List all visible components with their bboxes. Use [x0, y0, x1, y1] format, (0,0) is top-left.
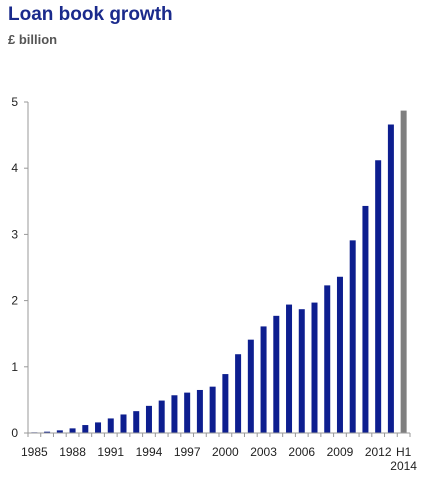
bar-1992	[120, 414, 127, 433]
y-tick-label: 5	[11, 95, 18, 109]
y-tick-label: 2	[11, 294, 18, 308]
bar-1987	[56, 430, 63, 433]
bar-2010	[349, 240, 356, 433]
bar-1994	[145, 405, 152, 433]
bar-2005	[286, 304, 293, 433]
bar-1998	[196, 389, 203, 433]
y-tick-label: 1	[11, 360, 18, 374]
bar-2012	[375, 160, 382, 434]
x-tick-label: 1997	[174, 445, 201, 459]
bar-1989	[82, 425, 89, 433]
bar-2007	[311, 302, 318, 433]
x-tick-label: 2000	[212, 445, 239, 459]
bar-2006	[298, 309, 305, 433]
bar-2002	[247, 339, 254, 433]
bar-1990	[95, 422, 102, 433]
x-tick-label: H1	[396, 445, 412, 459]
chart-title: Loan book growth	[8, 4, 173, 25]
bar-2011	[362, 205, 369, 433]
x-tick-label: 2003	[250, 445, 277, 459]
y-tick-label: 0	[11, 426, 18, 440]
bar-1996	[171, 395, 178, 433]
bar-2001	[235, 354, 242, 433]
x-axis: 1985 1988 1991 1994 1997 2000 2003 2006 2009 2012…	[21, 432, 417, 473]
x-tick-label: 1988	[59, 445, 86, 459]
bars	[31, 110, 407, 434]
bar-2008	[324, 285, 331, 433]
bar-1988	[69, 428, 76, 433]
bar-2013	[387, 124, 394, 434]
x-tick-label: 1985	[21, 445, 48, 459]
bar-1999	[209, 386, 216, 433]
x-tick-label: 2006	[288, 445, 315, 459]
bar-2003	[260, 326, 267, 433]
bar-1991	[107, 418, 114, 433]
x-tick-label: 1994	[136, 445, 163, 459]
bar-2009	[336, 276, 343, 433]
bar-1993	[133, 411, 140, 433]
y-tick-label: 4	[11, 161, 18, 175]
x-tick-label: 1991	[97, 445, 124, 459]
x-tick-label: 2014	[390, 459, 417, 473]
x-tick-label: 2012	[365, 445, 392, 459]
x-tick-label: 2009	[327, 445, 354, 459]
bar-1995	[158, 400, 165, 433]
bar-2004	[273, 315, 280, 433]
y-axis: 0 1 2 3 4 5	[11, 95, 29, 440]
bar-1997	[184, 392, 191, 433]
bar-h1-2014	[400, 110, 407, 433]
bar-1986	[44, 431, 51, 433]
y-tick-label: 3	[11, 227, 18, 241]
bar-2000	[222, 374, 229, 433]
chart-subtitle: £ billion	[8, 32, 58, 47]
